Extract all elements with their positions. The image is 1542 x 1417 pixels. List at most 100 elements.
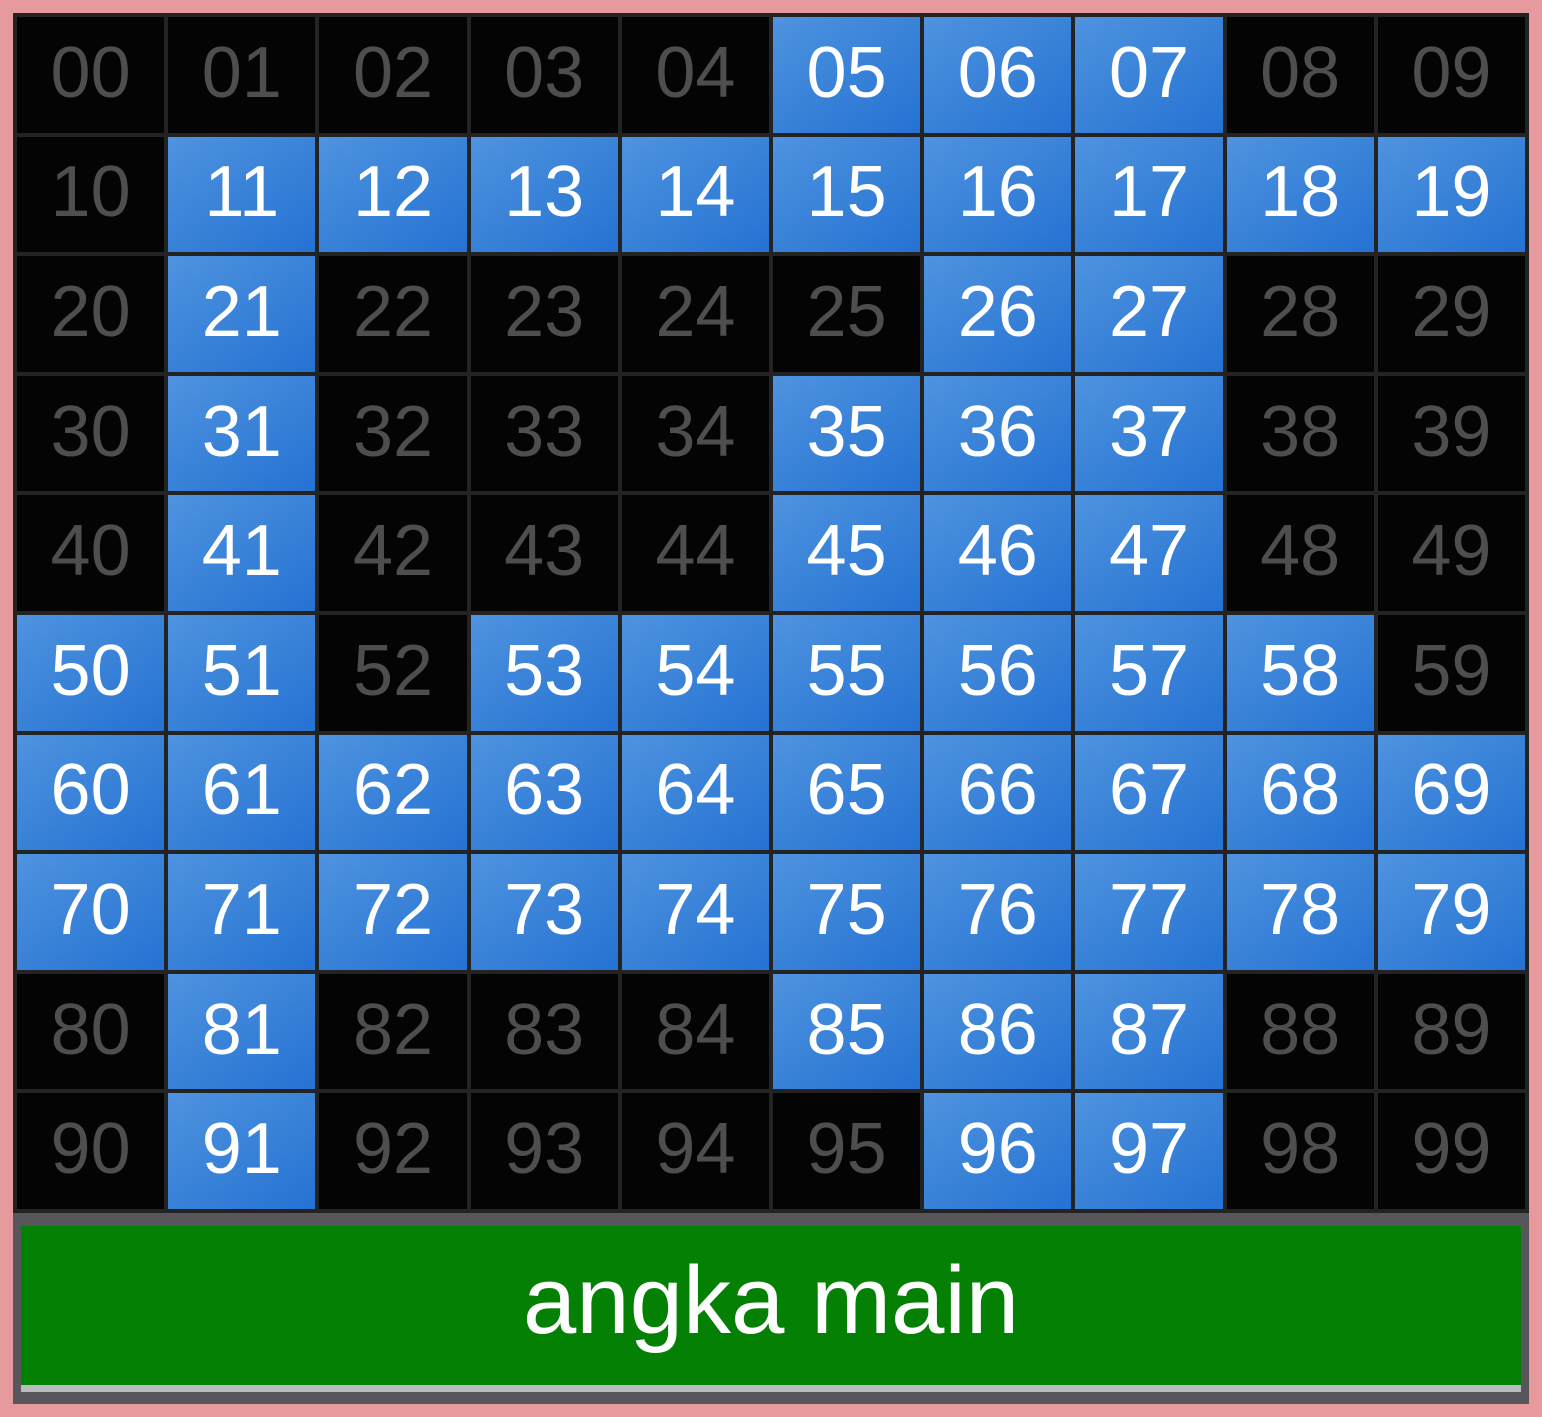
number-cell-64[interactable]: 64 bbox=[621, 734, 769, 851]
angka-main-button[interactable]: angka main bbox=[21, 1226, 1521, 1385]
number-cell-30[interactable]: 30 bbox=[17, 375, 165, 492]
number-cell-54[interactable]: 54 bbox=[621, 614, 769, 731]
number-cell-43[interactable]: 43 bbox=[470, 495, 618, 611]
number-cell-80[interactable]: 80 bbox=[17, 973, 165, 1090]
number-cell-49[interactable]: 49 bbox=[1377, 495, 1525, 611]
number-cell-14[interactable]: 14 bbox=[621, 136, 769, 253]
number-cell-59[interactable]: 59 bbox=[1377, 614, 1525, 731]
number-cell-21[interactable]: 21 bbox=[168, 256, 316, 372]
number-cell-99[interactable]: 99 bbox=[1377, 1093, 1525, 1209]
number-cell-17[interactable]: 17 bbox=[1075, 136, 1223, 253]
number-cell-33[interactable]: 33 bbox=[470, 375, 618, 492]
number-cell-72[interactable]: 72 bbox=[319, 854, 467, 970]
number-cell-58[interactable]: 58 bbox=[1226, 614, 1374, 731]
number-cell-57[interactable]: 57 bbox=[1075, 614, 1223, 731]
number-cell-40[interactable]: 40 bbox=[17, 495, 165, 611]
number-cell-46[interactable]: 46 bbox=[924, 495, 1072, 611]
number-cell-08[interactable]: 08 bbox=[1226, 17, 1374, 133]
number-cell-76[interactable]: 76 bbox=[924, 854, 1072, 970]
number-cell-11[interactable]: 11 bbox=[168, 136, 316, 253]
number-cell-18[interactable]: 18 bbox=[1226, 136, 1374, 253]
number-cell-06[interactable]: 06 bbox=[924, 17, 1072, 133]
number-cell-09[interactable]: 09 bbox=[1377, 17, 1525, 133]
number-cell-75[interactable]: 75 bbox=[772, 854, 921, 970]
number-cell-87[interactable]: 87 bbox=[1075, 973, 1223, 1090]
number-cell-01[interactable]: 01 bbox=[168, 17, 316, 133]
number-cell-19[interactable]: 19 bbox=[1377, 136, 1525, 253]
number-cell-70[interactable]: 70 bbox=[17, 854, 165, 970]
number-cell-34[interactable]: 34 bbox=[621, 375, 769, 492]
number-cell-55[interactable]: 55 bbox=[772, 614, 921, 731]
number-cell-97[interactable]: 97 bbox=[1075, 1093, 1223, 1209]
number-cell-88[interactable]: 88 bbox=[1226, 973, 1374, 1090]
number-cell-27[interactable]: 27 bbox=[1075, 256, 1223, 372]
number-cell-16[interactable]: 16 bbox=[924, 136, 1072, 253]
number-cell-56[interactable]: 56 bbox=[924, 614, 1072, 731]
number-cell-38[interactable]: 38 bbox=[1226, 375, 1374, 492]
number-cell-84[interactable]: 84 bbox=[621, 973, 769, 1090]
number-cell-25[interactable]: 25 bbox=[772, 256, 921, 372]
number-cell-90[interactable]: 90 bbox=[17, 1093, 165, 1209]
number-cell-42[interactable]: 42 bbox=[319, 495, 467, 611]
number-cell-48[interactable]: 48 bbox=[1226, 495, 1374, 611]
number-cell-20[interactable]: 20 bbox=[17, 256, 165, 372]
number-cell-50[interactable]: 50 bbox=[17, 614, 165, 731]
number-cell-68[interactable]: 68 bbox=[1226, 734, 1374, 851]
number-cell-73[interactable]: 73 bbox=[470, 854, 618, 970]
number-cell-29[interactable]: 29 bbox=[1377, 256, 1525, 372]
number-cell-26[interactable]: 26 bbox=[924, 256, 1072, 372]
number-cell-32[interactable]: 32 bbox=[319, 375, 467, 492]
number-cell-94[interactable]: 94 bbox=[621, 1093, 769, 1209]
number-cell-81[interactable]: 81 bbox=[168, 973, 316, 1090]
number-cell-93[interactable]: 93 bbox=[470, 1093, 618, 1209]
number-cell-31[interactable]: 31 bbox=[168, 375, 316, 492]
number-cell-36[interactable]: 36 bbox=[924, 375, 1072, 492]
number-cell-82[interactable]: 82 bbox=[319, 973, 467, 1090]
number-cell-53[interactable]: 53 bbox=[470, 614, 618, 731]
number-cell-23[interactable]: 23 bbox=[470, 256, 618, 372]
number-cell-12[interactable]: 12 bbox=[319, 136, 467, 253]
number-cell-28[interactable]: 28 bbox=[1226, 256, 1374, 372]
number-cell-91[interactable]: 91 bbox=[168, 1093, 316, 1209]
number-cell-07[interactable]: 07 bbox=[1075, 17, 1223, 133]
number-cell-05[interactable]: 05 bbox=[772, 17, 921, 133]
number-cell-47[interactable]: 47 bbox=[1075, 495, 1223, 611]
number-cell-24[interactable]: 24 bbox=[621, 256, 769, 372]
number-cell-86[interactable]: 86 bbox=[924, 973, 1072, 1090]
number-cell-60[interactable]: 60 bbox=[17, 734, 165, 851]
number-cell-85[interactable]: 85 bbox=[772, 973, 921, 1090]
number-cell-39[interactable]: 39 bbox=[1377, 375, 1525, 492]
number-cell-83[interactable]: 83 bbox=[470, 973, 618, 1090]
number-cell-77[interactable]: 77 bbox=[1075, 854, 1223, 970]
number-cell-15[interactable]: 15 bbox=[772, 136, 921, 253]
number-cell-04[interactable]: 04 bbox=[621, 17, 769, 133]
number-cell-63[interactable]: 63 bbox=[470, 734, 618, 851]
number-cell-95[interactable]: 95 bbox=[772, 1093, 921, 1209]
number-cell-02[interactable]: 02 bbox=[319, 17, 467, 133]
number-cell-62[interactable]: 62 bbox=[319, 734, 467, 851]
number-cell-51[interactable]: 51 bbox=[168, 614, 316, 731]
number-cell-69[interactable]: 69 bbox=[1377, 734, 1525, 851]
number-cell-92[interactable]: 92 bbox=[319, 1093, 467, 1209]
number-cell-35[interactable]: 35 bbox=[772, 375, 921, 492]
number-cell-45[interactable]: 45 bbox=[772, 495, 921, 611]
number-cell-65[interactable]: 65 bbox=[772, 734, 921, 851]
number-cell-61[interactable]: 61 bbox=[168, 734, 316, 851]
number-cell-89[interactable]: 89 bbox=[1377, 973, 1525, 1090]
number-cell-52[interactable]: 52 bbox=[319, 614, 467, 731]
number-cell-74[interactable]: 74 bbox=[621, 854, 769, 970]
number-cell-00[interactable]: 00 bbox=[17, 17, 165, 133]
number-cell-13[interactable]: 13 bbox=[470, 136, 618, 253]
number-cell-96[interactable]: 96 bbox=[924, 1093, 1072, 1209]
number-cell-41[interactable]: 41 bbox=[168, 495, 316, 611]
number-cell-79[interactable]: 79 bbox=[1377, 854, 1525, 970]
number-cell-71[interactable]: 71 bbox=[168, 854, 316, 970]
number-cell-78[interactable]: 78 bbox=[1226, 854, 1374, 970]
number-cell-67[interactable]: 67 bbox=[1075, 734, 1223, 851]
number-cell-98[interactable]: 98 bbox=[1226, 1093, 1374, 1209]
number-cell-44[interactable]: 44 bbox=[621, 495, 769, 611]
number-cell-37[interactable]: 37 bbox=[1075, 375, 1223, 492]
number-cell-22[interactable]: 22 bbox=[319, 256, 467, 372]
number-cell-03[interactable]: 03 bbox=[470, 17, 618, 133]
number-cell-66[interactable]: 66 bbox=[924, 734, 1072, 851]
